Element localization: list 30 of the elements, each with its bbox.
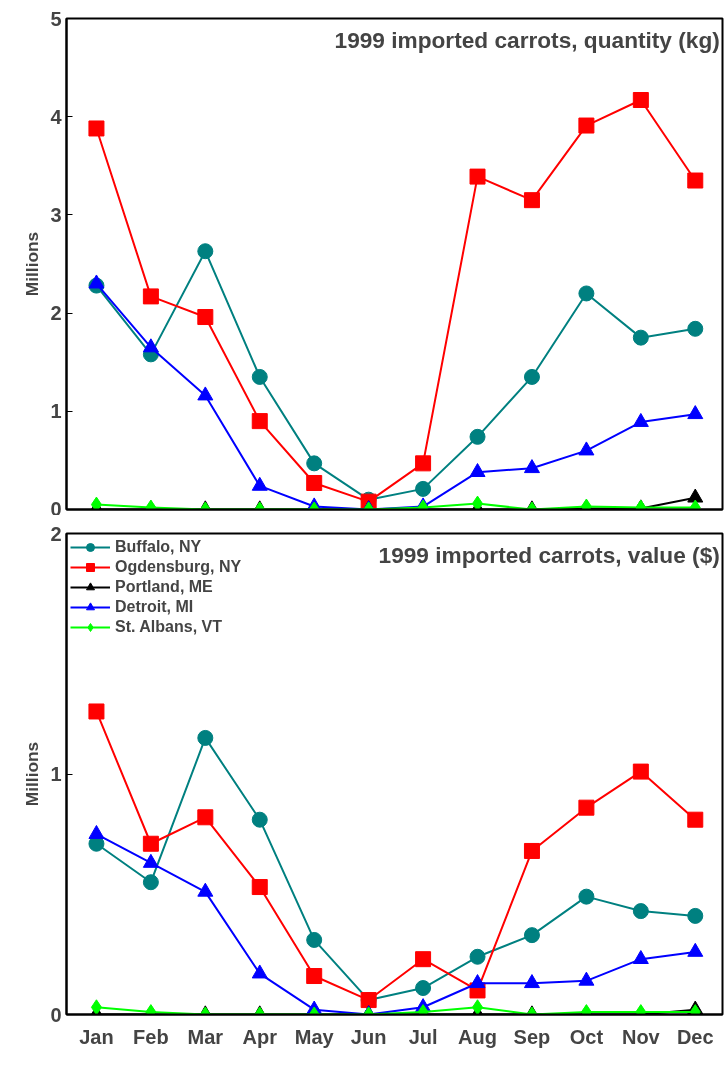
- y-tick-label: 1: [50, 400, 62, 423]
- legend-label: Portland, ME: [115, 578, 213, 596]
- x-tick-label: Jul: [408, 1025, 438, 1048]
- y-tick-label: 1: [50, 763, 62, 785]
- y-tick-label: 2: [50, 522, 62, 545]
- x-tick-label: Jun: [350, 1025, 387, 1048]
- legend-label: Detroit, MI: [115, 598, 194, 616]
- legend-label: Ogdensburg, NY: [115, 558, 242, 576]
- x-tick-label: May: [294, 1025, 335, 1048]
- y-tick-label: 0: [50, 1003, 62, 1026]
- y-tick-label: 2: [50, 302, 62, 325]
- y-tick-label: 0: [50, 497, 62, 520]
- chart-title: 1999 imported carrots, quantity (kg): [334, 26, 720, 53]
- x-tick-label: Apr: [242, 1025, 278, 1048]
- x-tick-label: Oct: [569, 1025, 604, 1048]
- y-tick-label: 4: [50, 105, 63, 128]
- x-tick-label: Jan: [79, 1025, 114, 1048]
- y-tick-label: 3: [50, 203, 62, 226]
- legend-label: St. Albans, VT: [115, 618, 222, 636]
- legend-label: Buffalo, NY: [115, 538, 202, 556]
- x-tick-label: Sep: [513, 1025, 551, 1048]
- x-tick-label: Nov: [621, 1025, 661, 1048]
- x-tick-label: Feb: [133, 1025, 169, 1048]
- x-tick-label: Dec: [676, 1025, 714, 1048]
- x-tick-label: Aug: [458, 1025, 497, 1048]
- y-axis-title: Millions: [22, 231, 43, 297]
- y-axis-title: Millions: [22, 741, 43, 807]
- chart-title: 1999 imported carrots, value ($): [378, 541, 720, 568]
- y-tick-label: 5: [50, 7, 62, 30]
- x-tick-label: Mar: [187, 1025, 224, 1048]
